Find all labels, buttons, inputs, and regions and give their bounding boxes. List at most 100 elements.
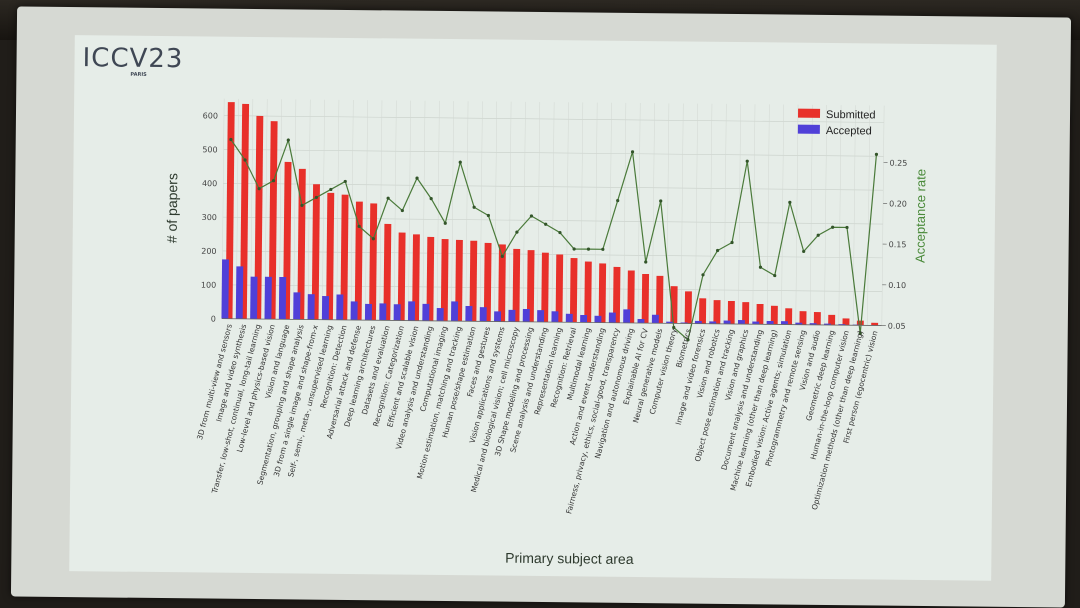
rate-point [802,249,806,254]
projection-screen: ICCV23 PARIS 0 100 200 300 400 500 600 0.05 0.1… [10,6,1072,608]
rate-point [616,198,620,203]
rate-point [443,221,447,225]
bar-submitted [526,250,535,322]
grid-line-v [738,104,741,325]
paper-stats-chart: 0 100 200 300 400 500 600 0.05 0.10 0.15 0.20 0.25… [164,98,928,567]
rate-point [314,195,318,200]
bar-submitted [727,300,735,325]
rate-point [515,230,519,234]
rate-point [845,225,849,230]
rate-point [745,159,749,163]
bar-accepted [537,310,545,323]
grid-line-v [695,103,698,324]
y2-tick-label: 0.20 [889,199,907,208]
bar-accepted [709,321,717,324]
rate-point [343,179,347,184]
grid-line-v [881,105,885,326]
bar-submitted [412,234,420,321]
rate-point [243,158,247,162]
grid-line-v [465,101,469,322]
bar-submitted [598,263,607,323]
bar-accepted [264,276,272,320]
grid-line-v [838,105,842,326]
rate-point [659,199,663,203]
rate-point [486,213,490,218]
rate-point [730,240,734,245]
rate-point [672,325,676,330]
legend-submitted-label: Submitted [826,109,876,122]
y-tick-label: 500 [202,145,217,154]
bar-accepted [278,276,287,320]
slide: ICCV23 PARIS 0 100 200 300 400 500 600 0.05 0.1… [69,35,997,581]
bar-accepted [293,292,301,320]
rate-point [544,222,548,226]
rate-point [686,338,690,342]
bar-accepted [522,308,530,322]
y-tick-label: 300 [202,213,217,222]
grid-line-v [680,103,684,324]
bar-submitted [555,254,564,323]
grid-line-v [608,102,612,323]
bar-submitted [828,314,836,326]
grid-line-v [393,100,397,321]
bar-accepted [307,294,315,320]
y2-tick-label: 0.25 [889,159,907,168]
y2-axis-ticks: 0.05 0.10 0.15 0.20 0.25 [881,159,907,331]
bar-accepted [221,259,229,319]
legend: Submitted Accepted [797,108,876,137]
rate-point [716,248,720,253]
rate-point [257,187,261,191]
bar-submitted [483,242,492,322]
bar-submitted [713,300,721,324]
bar-accepted [479,307,487,322]
bar-submitted [569,257,578,323]
bar-accepted [551,311,559,323]
grid-line-v [307,99,311,320]
grid-line-v [336,99,340,320]
bar-accepted [379,303,387,321]
grid-line-v [293,99,297,320]
rate-point [329,187,333,192]
bar-submitted [469,240,478,322]
y-tick-label: 0 [211,315,216,324]
y-axis-title: # of papers [164,173,181,243]
y-tick-label: 200 [201,247,216,256]
bar-submitted [742,302,750,325]
bar-accepted [407,301,416,321]
grid-line-v [379,100,383,321]
rate-point [357,224,361,228]
bar-submitted [440,239,449,322]
bar-accepted [350,301,358,321]
rate-point [758,265,763,269]
bar-accepted [723,320,731,324]
y2-tick-label: 0.15 [889,240,907,249]
bar-submitted [397,232,406,321]
legend-accepted-label: Accepted [826,125,872,137]
y-tick-label: 600 [203,111,218,120]
bar-submitted [254,115,264,320]
rate-point [586,247,591,251]
rate-point [558,230,562,235]
grid-line-v [723,103,727,324]
rate-point [858,331,862,336]
bar-submitted [383,223,392,321]
bar-submitted [340,194,349,320]
y-tick-label: 100 [201,281,216,290]
bar-accepted [737,320,745,325]
rate-point [644,260,648,264]
grid-line-v [565,102,569,323]
bar-accepted [651,314,659,324]
rate-point [286,138,290,142]
rate-point [271,179,276,183]
bar-submitted [426,236,435,321]
grid-line-v [350,100,354,321]
bar-accepted [594,315,602,323]
y2-tick-label: 0.10 [888,281,906,290]
bar-submitted [842,318,850,326]
grid-line-v [537,101,541,322]
bar-submitted [498,244,506,322]
bar-submitted [239,103,250,319]
bar-submitted [699,298,707,324]
bar-accepted [694,320,702,324]
